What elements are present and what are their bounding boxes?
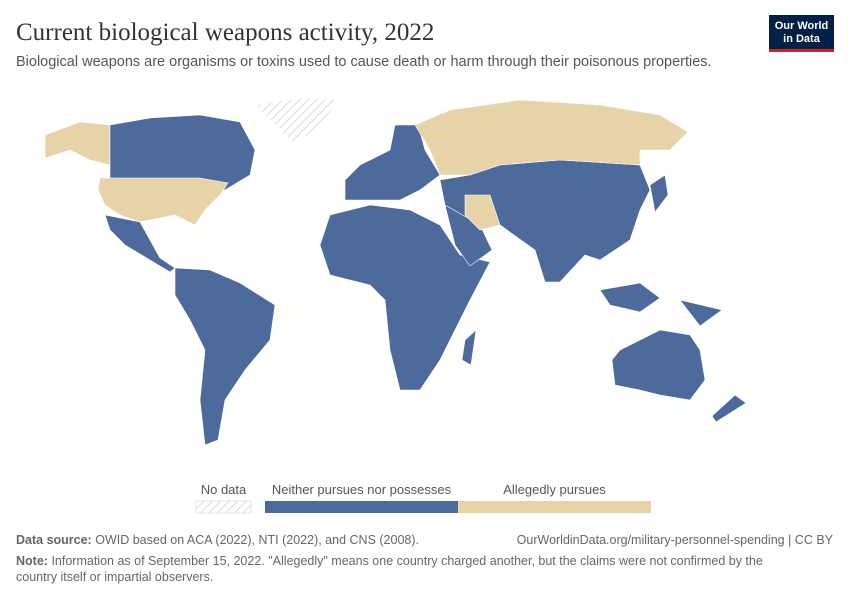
region [679,299,723,327]
legend-label: Neither pursues nor possesses [272,482,452,497]
legend-swatch [265,501,458,513]
url: OurWorldinData.org/military-personnel-sp… [517,533,834,547]
region [464,194,501,231]
legend-swatch [195,500,252,514]
region [174,267,276,446]
legend-label: No data [201,482,247,497]
world-map [44,97,747,446]
note-label: Note: [16,554,48,568]
logo-text: Our World [775,20,829,32]
region [649,174,669,213]
legend: No data Neither pursues nor possesses Alle… [195,482,651,514]
source-text: OWID based on ACA (2022), NTI (2022), an… [95,533,419,547]
region [711,394,747,423]
note-text: Information as of September 15, 2022. "A… [51,554,762,568]
logo: Our World in Data [769,15,834,52]
region [461,329,477,366]
region [599,282,661,313]
source: Data source: OWID based on ACA (2022), N… [16,533,419,547]
region [44,121,111,166]
legend-swatch [458,501,651,513]
note-continued: country itself or impartial observers. [16,570,213,584]
region [414,99,689,176]
region [254,97,341,146]
note: Note: Information as of September 15, 20… [16,554,763,568]
source-label: Data source: [16,533,92,547]
subtitle: Biological weapons are organisms or toxi… [16,54,712,70]
logo-text: in Data [783,33,821,45]
region [104,214,176,273]
region [611,329,706,401]
legend-label: Allegedly pursues [503,482,606,497]
region [319,204,491,391]
region [344,124,441,201]
title: Current biological weapons activity, 202… [16,19,434,46]
region [97,177,229,226]
